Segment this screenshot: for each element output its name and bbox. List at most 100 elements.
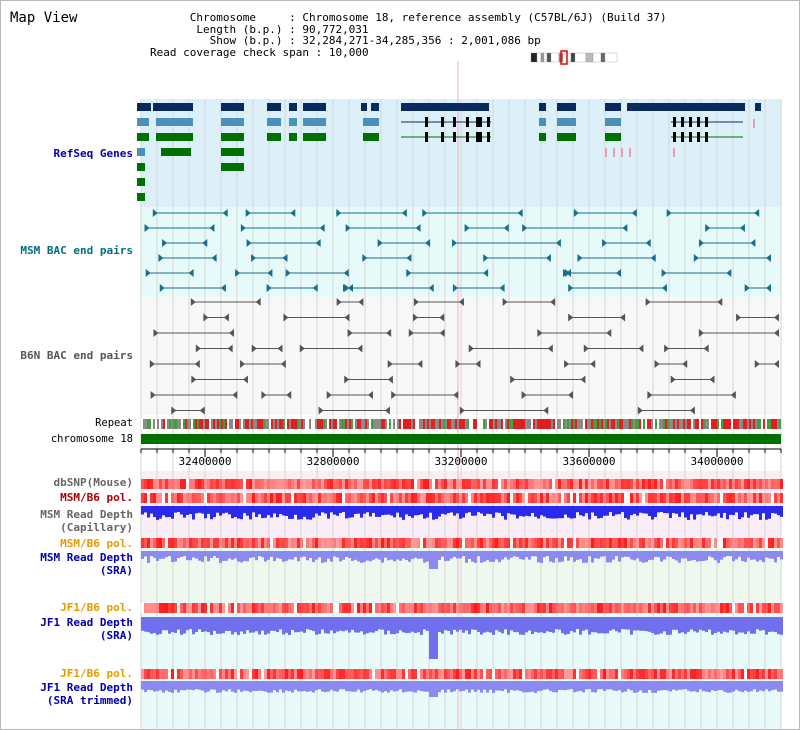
dbsnp-track-cell: [228, 479, 231, 489]
jf1-b6-pol-track-cell: [201, 603, 204, 613]
msm-depth-capillary-bar: [300, 506, 303, 520]
msm-b6-pol-track-cell: [204, 493, 207, 503]
jf1-depth-sra-bar: [525, 617, 528, 633]
track-label-msm-b6-pol-2[interactable]: MSM/B6 pol.: [60, 537, 133, 550]
msm-b6-pol-track-cell: [174, 493, 177, 503]
track-label-dbsnp[interactable]: dbSNP(Mouse): [53, 476, 133, 489]
repeat-block: [753, 419, 755, 429]
repeat-block: [271, 419, 273, 429]
msm-depth-capillary-bar: [336, 506, 339, 516]
dbsnp-track-cell: [588, 479, 591, 489]
repeat-block: [291, 419, 293, 429]
msm-b6-pol-track-cell: [381, 493, 384, 503]
repeat-block: [591, 419, 593, 429]
track-label-msm-depth-sra-1[interactable]: MSM Read Depth: [40, 551, 133, 564]
jf1-b6-pol-track-cell: [375, 603, 378, 613]
repeat-block: [613, 419, 615, 429]
msm-depth-capillary-bar: [294, 506, 297, 515]
repeat-block: [551, 419, 553, 429]
repeat-block: [351, 419, 353, 429]
repeat-block: [145, 419, 147, 429]
msm-b6-pol-2-track-cell: [258, 538, 261, 548]
msm-depth-sra-bar: [273, 551, 276, 562]
msm-b6-pol-track-cell: [627, 493, 630, 503]
msm-b6-pol-2-track-cell: [417, 538, 420, 548]
msm-depth-sra-bar: [720, 551, 723, 560]
jf1-b6-pol-2-track-cell: [333, 669, 336, 679]
msm-depth-capillary-bar: [471, 506, 474, 516]
jf1-depth-sra-bar: [438, 617, 441, 632]
dbsnp-track-cell: [147, 479, 150, 489]
msm-depth-capillary-bar: [624, 506, 627, 519]
msm-b6-pol-2-track-cell: [204, 538, 207, 548]
jf1-b6-pol-track-cell: [750, 603, 753, 613]
msm-b6-pol-2-track-cell: [477, 538, 480, 548]
jf1-depth-sra-bar: [420, 617, 423, 635]
dbsnp-track-cell: [267, 479, 270, 489]
jf1-depth-sra-bar: [576, 617, 579, 630]
msm-b6-pol-track-cell: [519, 493, 522, 503]
msm-depth-capillary-bar: [408, 506, 411, 517]
track-label-msm-depth-cap-1[interactable]: MSM Read Depth: [40, 508, 133, 521]
repeat-block: [619, 419, 621, 429]
jf1-b6-pol-track-cell: [294, 603, 297, 613]
msm-depth-sra-bar: [171, 551, 174, 563]
track-label-jf1-b6-pol-2[interactable]: JF1/B6 pol.: [60, 667, 133, 680]
repeat-block: [187, 419, 189, 429]
dbsnp-track-cell: [564, 479, 567, 489]
msm-b6-pol-2-track-cell: [489, 538, 492, 548]
jf1-depth-sra-bar: [504, 617, 507, 630]
track-label-jf1-b6-pol-1[interactable]: JF1/B6 pol.: [60, 601, 133, 614]
repeat-block: [389, 419, 391, 429]
repeat-block: [691, 419, 693, 429]
msm-depth-sra-bar: [612, 551, 615, 560]
msm-bac-pair-end: [285, 269, 291, 277]
msm-depth-capillary-bar: [540, 506, 543, 516]
jf1-b6-pol-2-track-cell: [324, 669, 327, 679]
msm-depth-capillary-bar: [684, 506, 687, 518]
msm-b6-pol-track-cell: [234, 493, 237, 503]
track-label-msm-b6-pol-1[interactable]: MSM/B6 pol.: [60, 491, 133, 504]
repeat-block: [243, 419, 245, 429]
jf1-depth-trimmed-bar: [642, 681, 645, 693]
jf1-b6-pol-track-cell: [240, 603, 243, 613]
msm-b6-pol-track-cell: [474, 493, 477, 503]
jf1-depth-sra-bar: [165, 617, 168, 631]
track-label-refseq[interactable]: RefSeq Genes: [53, 147, 133, 160]
repeat-block: [289, 419, 291, 429]
dbsnp-track-cell: [765, 479, 768, 489]
track-label-jf1-depth-trim-1[interactable]: JF1 Read Depth: [40, 681, 133, 694]
msm-depth-capillary-bar: [189, 506, 192, 515]
msm-depth-sra-bar: [390, 551, 393, 560]
msm-depth-capillary-bar: [531, 506, 534, 513]
dbsnp-track-cell: [273, 479, 276, 489]
jf1-depth-trimmed-bar: [258, 681, 261, 691]
b6n-bac-pair-end: [344, 313, 350, 322]
jf1-b6-pol-track-cell: [345, 603, 348, 613]
msm-depth-sra-bar: [450, 551, 453, 559]
jf1-b6-pol-2-track-cell: [516, 669, 519, 679]
jf1-depth-trimmed-bar: [453, 681, 456, 692]
dbsnp-track-cell: [198, 479, 201, 489]
msm-depth-capillary-bar: [252, 506, 255, 513]
msm-depth-sra-bar: [435, 551, 438, 569]
msm-b6-pol-track-cell: [666, 493, 669, 503]
track-label-jf1-depth-sra-1[interactable]: JF1 Read Depth: [40, 616, 133, 629]
refseq-tick: [629, 148, 631, 157]
track-label-b6n-bac[interactable]: B6N BAC end pairs: [20, 349, 133, 362]
jf1-depth-sra-bar: [255, 617, 258, 632]
track-label-msm-bac[interactable]: MSM BAC end pairs: [20, 244, 133, 257]
msm-b6-pol-track-cell: [618, 493, 621, 503]
jf1-b6-pol-track-cell: [399, 603, 402, 613]
msm-depth-sra-bar: [627, 551, 630, 557]
msm-b6-pol-2-track-cell: [348, 538, 351, 548]
msm-depth-capillary-bar: [525, 506, 528, 516]
msm-bac-pair-end: [188, 269, 194, 277]
msm-depth-capillary-bar: [537, 506, 540, 519]
jf1-b6-pol-2-track-cell: [348, 669, 351, 679]
jf1-depth-trimmed-bar: [528, 681, 531, 693]
jf1-depth-trimmed-bar: [555, 681, 558, 693]
jf1-depth-trimmed-bar: [501, 681, 504, 692]
jf1-depth-sra-bar: [564, 617, 567, 635]
